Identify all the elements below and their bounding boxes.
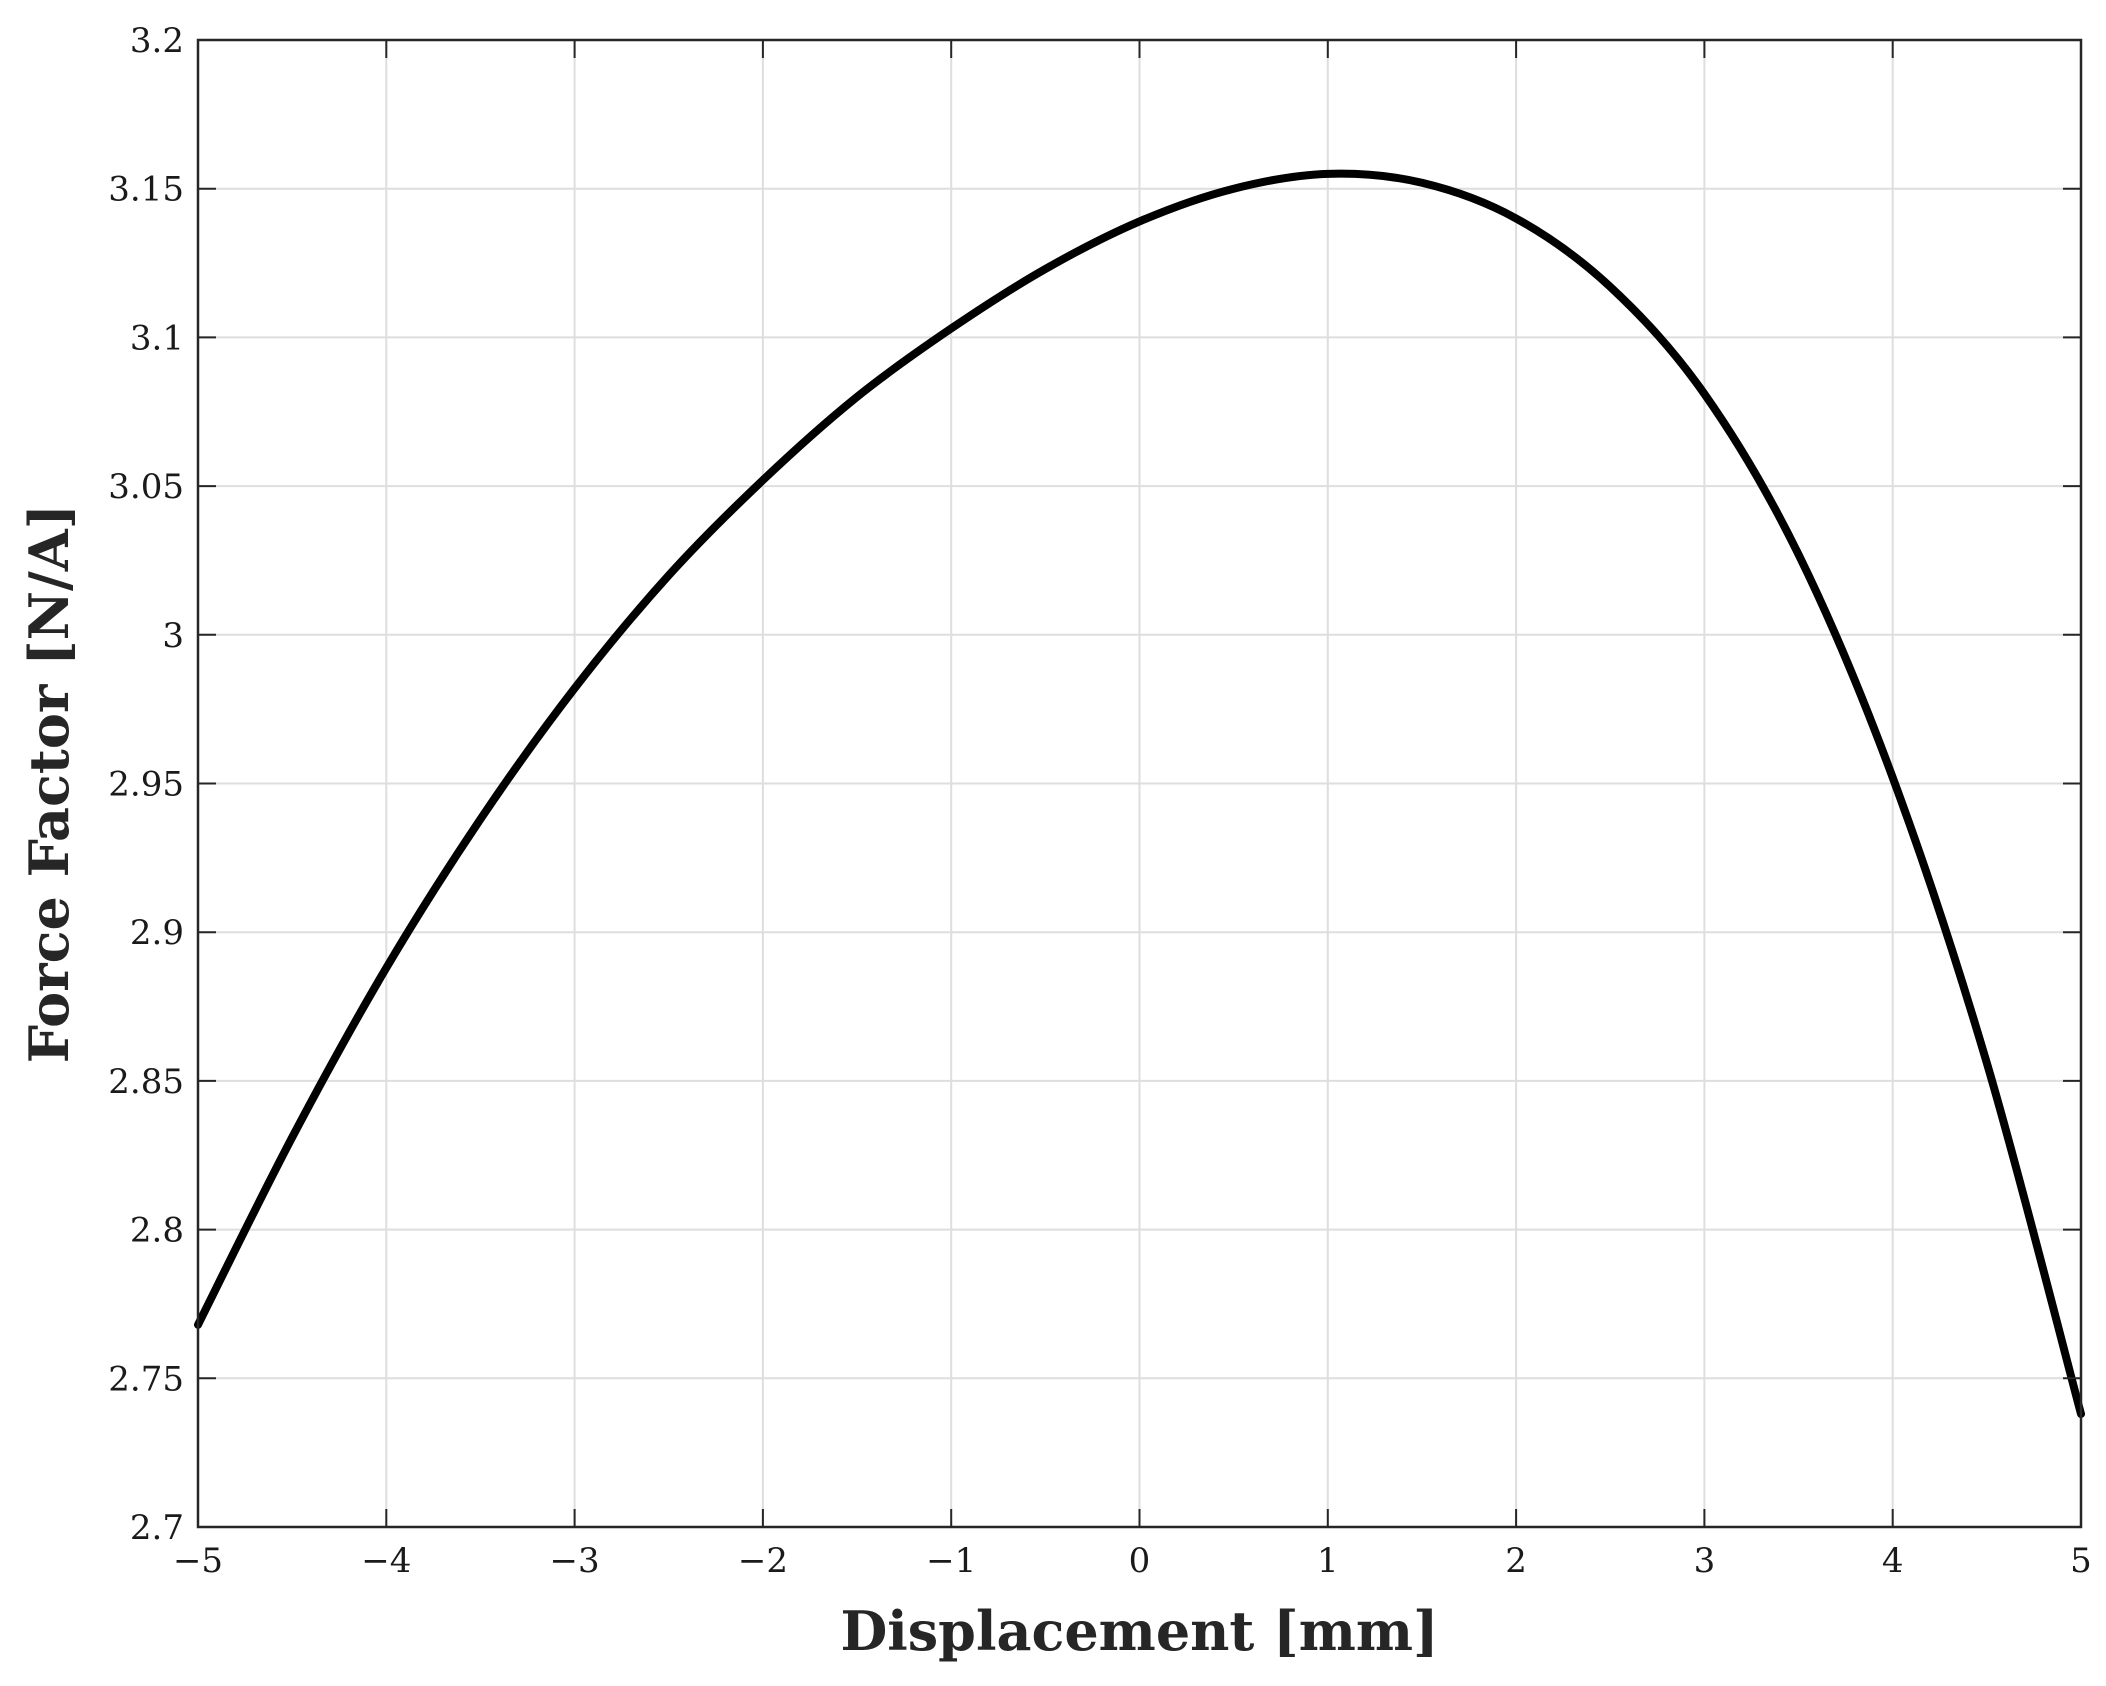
y-tick-label: 2.95 xyxy=(108,765,184,805)
y-tick-label: 2.7 xyxy=(130,1508,184,1548)
x-tick-label: −3 xyxy=(550,1541,600,1581)
x-tick-label: 2 xyxy=(1505,1541,1527,1581)
x-tick-label: −5 xyxy=(173,1541,223,1581)
x-axis-title: Displacement [mm] xyxy=(840,1599,1438,1663)
y-tick-label: 3.05 xyxy=(108,467,184,507)
y-tick-label: 2.85 xyxy=(108,1062,184,1102)
y-tick-label: 3.1 xyxy=(130,318,184,358)
y-axis-title: Force Factor [N/A] xyxy=(17,504,81,1063)
y-tick-label: 2.9 xyxy=(130,913,184,953)
x-tick-label: −4 xyxy=(361,1541,411,1581)
x-tick-label: 4 xyxy=(1882,1541,1904,1581)
y-tick-label: 2.8 xyxy=(130,1211,184,1251)
y-tick-label: 3.2 xyxy=(130,21,184,61)
x-tick-label: 0 xyxy=(1129,1541,1151,1581)
x-tick-label: 3 xyxy=(1694,1541,1716,1581)
y-tick-label: 3 xyxy=(162,616,184,656)
tick-marks xyxy=(197,39,2082,1528)
x-tick-label: 5 xyxy=(2070,1541,2092,1581)
series-line xyxy=(194,169,2085,1418)
y-tick-labels: 2.7 2.75 2.8 2.85 2.9 2.95 3 3.05 3.1 3.15 3.2 xyxy=(108,21,184,1548)
series-layer xyxy=(194,169,2085,1418)
y-tick-label: 3.15 xyxy=(108,170,184,210)
x-tick-label: −1 xyxy=(926,1541,976,1581)
x-tick-label: −2 xyxy=(738,1541,788,1581)
y-tick-label: 2.75 xyxy=(108,1359,184,1399)
grid xyxy=(198,40,2081,1527)
x-tick-labels: −5 −4 −3 −2 −1 0 1 2 3 4 5 xyxy=(173,1541,2092,1581)
x-tick-label: 1 xyxy=(1317,1541,1339,1581)
